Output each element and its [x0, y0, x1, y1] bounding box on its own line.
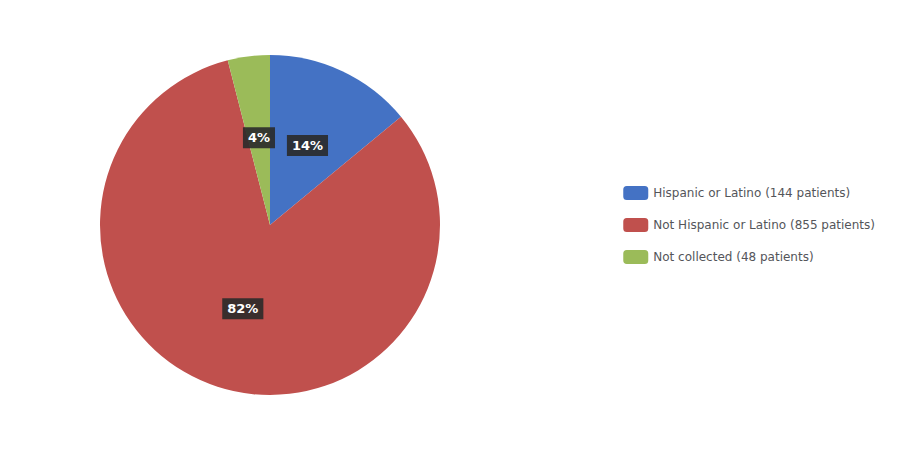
svg-text:Not collected (48 patients): Not collected (48 patients) [653, 250, 813, 264]
svg-text:Not Hispanic or Latino (855 pa: Not Hispanic or Latino (855 patients) [653, 218, 875, 232]
svg-text:Hispanic or Latino (144 patien: Hispanic or Latino (144 patients) [653, 186, 850, 200]
svg-text:14%: 14% [292, 138, 323, 153]
svg-text:4%: 4% [248, 130, 270, 145]
svg-text:82%: 82% [227, 301, 258, 316]
